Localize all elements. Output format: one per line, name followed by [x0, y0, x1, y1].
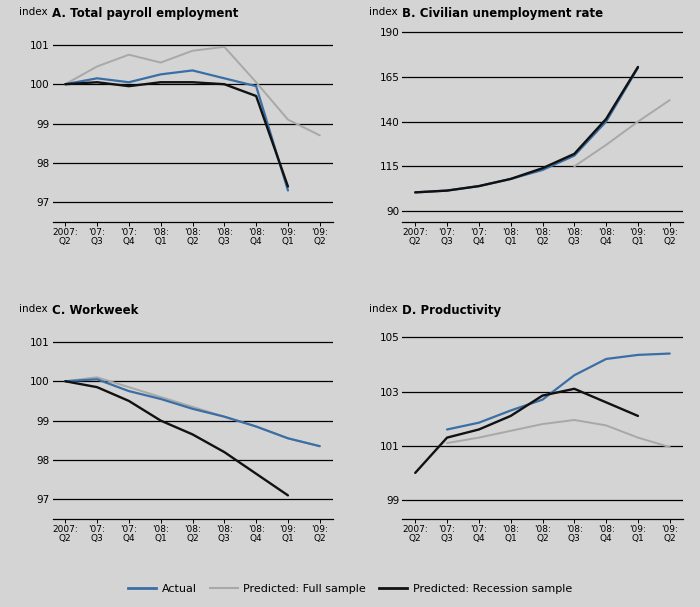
- Text: index: index: [369, 7, 398, 17]
- Text: D. Productivity: D. Productivity: [402, 304, 502, 317]
- Legend: Actual, Predicted: Full sample, Predicted: Recession sample: Actual, Predicted: Full sample, Predicte…: [124, 580, 576, 599]
- Text: A. Total payroll employment: A. Total payroll employment: [52, 7, 239, 20]
- Text: index: index: [19, 7, 48, 17]
- Text: C. Workweek: C. Workweek: [52, 304, 139, 317]
- Text: B. Civilian unemployment rate: B. Civilian unemployment rate: [402, 7, 603, 20]
- Text: index: index: [19, 304, 48, 314]
- Text: index: index: [369, 304, 398, 314]
